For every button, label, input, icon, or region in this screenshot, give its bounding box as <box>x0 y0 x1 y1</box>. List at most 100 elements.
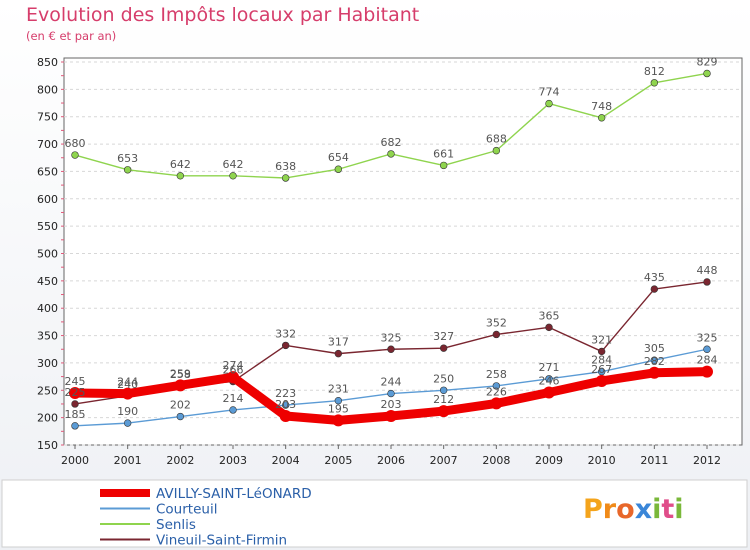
x-tick-label: 2006 <box>377 454 405 467</box>
x-tick-label: 2008 <box>482 454 510 467</box>
data-point <box>387 389 395 398</box>
data-point <box>334 165 343 173</box>
data-point <box>492 330 501 339</box>
data-label: 829 <box>697 55 718 68</box>
data-point <box>229 172 237 180</box>
legend-label: Senlis <box>156 517 196 533</box>
data-point <box>543 386 555 399</box>
data-point <box>229 406 237 414</box>
data-point <box>174 379 187 392</box>
x-tick-label: 2004 <box>272 454 300 467</box>
data-point <box>387 150 395 158</box>
data-label: 246 <box>539 374 560 387</box>
data-point <box>597 347 606 356</box>
y-tick-label: 250 <box>37 384 58 397</box>
data-point <box>703 69 711 78</box>
x-tick-label: 2007 <box>430 454 458 467</box>
data-label: 365 <box>539 309 560 322</box>
y-tick-label: 550 <box>37 220 58 233</box>
data-point <box>490 397 503 410</box>
data-label: 448 <box>697 264 718 277</box>
data-point <box>227 371 239 384</box>
x-tick-label: 2005 <box>324 454 352 467</box>
data-point <box>595 374 608 387</box>
data-point <box>701 365 713 378</box>
data-point <box>492 146 501 155</box>
data-label: 231 <box>328 383 349 396</box>
x-tick-label: 2002 <box>166 454 194 467</box>
data-label: 654 <box>328 151 349 164</box>
y-tick-label: 600 <box>37 193 58 206</box>
data-label: 317 <box>328 336 349 349</box>
data-point <box>545 99 553 108</box>
data-point <box>703 278 711 286</box>
x-tick-label: 2011 <box>640 454 668 467</box>
data-label: 240 <box>117 378 138 391</box>
data-point <box>648 366 661 379</box>
data-point <box>121 387 134 400</box>
axis-layer: 150 200 250 300 350 400 450 500 550 600 650 700 750 8… <box>37 56 721 467</box>
data-label: 642 <box>170 158 191 171</box>
data-point <box>71 422 79 430</box>
data-label: 190 <box>117 405 138 418</box>
data-label: 661 <box>433 147 454 160</box>
brand-letter: i <box>674 494 683 525</box>
data-point <box>123 419 132 427</box>
y-tick-label: 200 <box>37 412 58 425</box>
data-label: 185 <box>65 408 86 421</box>
grid-layer <box>64 61 742 446</box>
data-label: 325 <box>697 331 718 344</box>
brand-letter: x <box>635 494 652 525</box>
data-point <box>332 414 345 427</box>
data-label: 748 <box>591 100 612 113</box>
y-tick-label: 750 <box>37 111 58 124</box>
data-label: 653 <box>117 152 138 165</box>
data-label: 774 <box>539 86 560 99</box>
data-point <box>281 341 290 350</box>
data-point <box>650 285 659 293</box>
data-label: 282 <box>644 355 665 368</box>
chart-subtitle: (en € et par an) <box>26 29 117 43</box>
data-point <box>334 349 343 358</box>
legend-label: Courteuil <box>156 502 217 518</box>
data-label: 214 <box>223 392 244 405</box>
data-label: 284 <box>591 354 612 367</box>
data-point <box>176 412 185 421</box>
legend-label: Vineuil-Saint-Firmin <box>156 533 287 549</box>
data-point <box>545 323 553 332</box>
y-tick-label: 700 <box>37 138 58 151</box>
data-label: 321 <box>591 333 612 346</box>
data-point <box>439 161 448 170</box>
y-tick-label: 500 <box>37 248 58 261</box>
brand-letter: o <box>616 494 635 525</box>
data-label: 284 <box>697 354 718 367</box>
data-label: 327 <box>433 330 454 343</box>
data-point <box>650 356 659 364</box>
data-label: 203 <box>275 398 296 411</box>
data-point <box>279 410 292 423</box>
data-point <box>281 401 290 409</box>
x-tick-label: 2010 <box>588 454 616 467</box>
y-tick-label: 400 <box>37 302 58 315</box>
x-tick-label: 2012 <box>693 454 721 467</box>
data-label: 332 <box>275 327 296 340</box>
data-label: 203 <box>381 398 402 411</box>
brand-letter: i <box>652 494 661 525</box>
data-point <box>123 166 132 174</box>
data-label: 688 <box>486 133 507 146</box>
data-label: 812 <box>644 65 665 78</box>
data-label: 682 <box>381 136 402 149</box>
x-tick-label: 2001 <box>114 454 142 467</box>
data-point <box>281 174 290 182</box>
data-point <box>334 396 343 405</box>
data-label: 223 <box>275 387 296 400</box>
y-tick-label: 450 <box>37 275 58 288</box>
x-tick-label: 2000 <box>61 454 89 467</box>
brand-letter: r <box>603 494 617 525</box>
y-tick-label: 150 <box>37 439 58 452</box>
data-point <box>703 345 711 353</box>
data-label: 680 <box>65 137 86 150</box>
data-label: 245 <box>65 375 86 388</box>
legend: AVILLY-SAINT-LéONARDCourteuilSenlisVineu… <box>100 486 312 549</box>
